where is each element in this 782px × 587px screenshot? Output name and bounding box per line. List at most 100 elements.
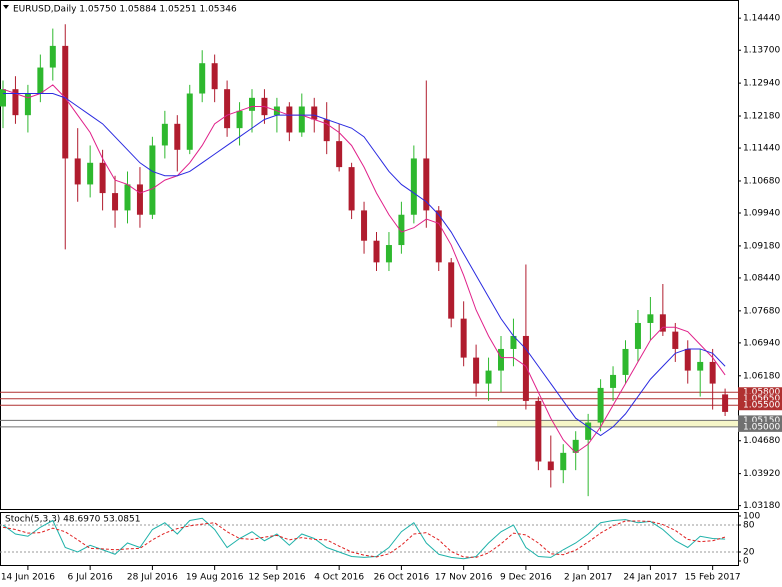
price-level-tag xyxy=(738,415,782,426)
stochastic-line xyxy=(2,520,726,558)
candle-body xyxy=(236,110,243,129)
candle-body xyxy=(136,184,143,215)
candle-body xyxy=(672,331,679,349)
candle-body xyxy=(199,63,206,94)
y-tick-label: 1.11440 xyxy=(743,144,780,154)
price-level-tag xyxy=(738,393,782,404)
y-tick-label: 1.06940 xyxy=(743,338,780,348)
x-tick-label: 24 Jan 2017 xyxy=(623,573,677,583)
moving-average xyxy=(3,93,726,437)
price-level-tag xyxy=(738,421,782,432)
y-tick-label: 1.07680 xyxy=(743,306,780,316)
stochastic-line xyxy=(2,517,726,560)
candle-body xyxy=(361,210,368,241)
x-tick-label: 15 Feb 2017 xyxy=(685,573,741,583)
candle-body xyxy=(547,461,554,471)
candle-body xyxy=(311,106,318,120)
x-tick-label: 14 Jun 2016 xyxy=(1,573,55,583)
candle-body xyxy=(24,93,31,116)
indicator-title: Stoch(5,3,3) 48.6970 53.0851 xyxy=(5,515,140,525)
candle-body xyxy=(211,63,218,90)
indicator-tick-label: 100 xyxy=(743,512,760,522)
candle-body xyxy=(249,97,255,111)
candle-body xyxy=(610,374,617,388)
indicator-tick-label: 20 xyxy=(743,548,755,558)
y-tick-label: 1.09180 xyxy=(743,241,780,251)
candle-body xyxy=(634,322,641,349)
candle-body xyxy=(535,400,542,462)
candle-body xyxy=(498,348,504,371)
y-tick-label: 1.13700 xyxy=(743,46,780,56)
y-tick-label: 1.14440 xyxy=(743,14,780,24)
candle-body xyxy=(348,167,355,211)
price-level-label: 1.05500 xyxy=(743,401,780,411)
x-tick-label: 28 Jul 2016 xyxy=(127,573,178,583)
candle-body xyxy=(435,210,442,263)
y-tick-label: 1.09940 xyxy=(743,209,780,219)
x-tick-label: 26 Oct 2016 xyxy=(374,573,430,583)
candle-body xyxy=(460,318,467,358)
price-level-label: 1.05000 xyxy=(743,422,780,432)
y-tick-label: 1.03180 xyxy=(743,501,780,511)
x-tick-label: 12 Sep 2016 xyxy=(248,573,305,583)
support-zone xyxy=(497,420,738,427)
candle-body xyxy=(622,348,629,375)
candle-body xyxy=(448,262,455,319)
candle-body xyxy=(597,387,604,423)
candle-body xyxy=(560,452,567,471)
candle-body xyxy=(522,335,529,401)
candle-body xyxy=(473,357,480,384)
candle-body xyxy=(74,158,81,185)
candle-body xyxy=(385,245,392,263)
candle-body xyxy=(510,335,517,349)
candle-body xyxy=(224,89,231,129)
candle-body xyxy=(423,158,430,211)
chart-title: EURUSD,Daily 1.05750 1.05884 1.05251 1.0… xyxy=(13,5,237,15)
indicator-tick-label: 80 xyxy=(743,521,755,531)
candle-body xyxy=(697,361,704,371)
candle-body xyxy=(398,214,405,246)
candle-body xyxy=(647,314,654,323)
candle-body xyxy=(722,394,729,412)
candle-body xyxy=(161,123,168,146)
y-tick-label: 1.04680 xyxy=(743,436,780,446)
candle-body xyxy=(373,240,380,263)
candle-body xyxy=(336,141,343,168)
x-tick-label: 9 Dec 2016 xyxy=(500,573,552,583)
candle-body xyxy=(286,106,293,133)
indicator-tick-label: 0 xyxy=(743,557,749,567)
candle-body xyxy=(112,193,119,211)
y-tick-label: 1.12940 xyxy=(743,79,780,89)
y-tick-label: 1.12180 xyxy=(743,112,780,122)
price-level-label: 1.05150 xyxy=(743,416,780,426)
y-tick-label: 1.03920 xyxy=(743,469,780,479)
price-level-tag xyxy=(738,400,782,411)
x-tick-label: 4 Oct 2016 xyxy=(314,573,364,583)
indicator-frame xyxy=(0,512,739,566)
x-tick-label: 2 Jan 2017 xyxy=(564,573,612,583)
candle-body xyxy=(659,314,666,332)
moving-average xyxy=(2,84,726,454)
candle-body xyxy=(37,67,44,94)
main-frame xyxy=(0,0,739,510)
candle-body xyxy=(572,439,579,453)
y-tick-label: 1.10680 xyxy=(743,176,780,186)
price-level-tag xyxy=(738,387,782,398)
candle-body xyxy=(410,158,417,215)
candle-body xyxy=(0,89,6,107)
candle-body xyxy=(323,119,330,142)
candle-body xyxy=(485,370,492,384)
x-tick-label: 6 Jul 2016 xyxy=(68,573,113,583)
candle-body xyxy=(49,45,56,68)
candle-body xyxy=(99,162,106,194)
candle-body xyxy=(186,93,193,150)
candle-body xyxy=(298,106,305,133)
candle-body xyxy=(124,184,131,211)
y-tick-label: 1.06180 xyxy=(743,371,780,381)
candle-body xyxy=(12,89,19,116)
candle-body xyxy=(709,361,716,384)
candle-body xyxy=(149,145,156,215)
candle-body xyxy=(62,45,69,159)
